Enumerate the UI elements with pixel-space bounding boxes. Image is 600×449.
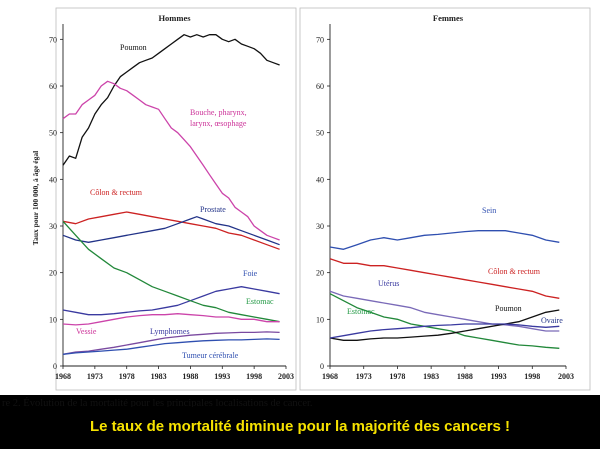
x-tick-label: 1968 (322, 372, 338, 381)
series-label: Foie (243, 269, 258, 278)
footer-band (0, 407, 600, 449)
panel-border (55, 7, 297, 391)
series-label: Prostate (200, 205, 226, 214)
series-label: Côlon & rectum (488, 267, 541, 276)
x-tick-label: 1978 (389, 372, 405, 381)
figure-area: Hommes 0 10 20 30 40 50 60 70 1968 1973 1978 1983 198… (0, 0, 600, 395)
x-tick-label: 1978 (119, 372, 135, 381)
y-axis-label: Taux pour 100 000, à âge égal (31, 151, 40, 245)
x-tick-label: 1988 (457, 372, 473, 381)
y-tick-label: 50 (316, 129, 324, 138)
panel-title: Femmes (433, 13, 464, 23)
x-tick-label: 1993 (491, 372, 507, 381)
y-tick-label: 10 (49, 315, 57, 324)
slide-subtitle: Le taux de mortalité diminue pour la maj… (89, 418, 511, 435)
y-tick-label: 60 (49, 82, 57, 91)
series-line (329, 230, 560, 250)
y-tick-label: 40 (316, 175, 324, 184)
series-label: Estomac (246, 297, 274, 306)
y-tick-label: 70 (316, 35, 324, 44)
series-label: Utérus (378, 279, 399, 288)
series-label: Poumon (495, 304, 522, 313)
x-tick-label: 1973 (356, 372, 372, 381)
x-tick-label: 1998 (524, 372, 540, 381)
series-line (62, 331, 280, 355)
x-tick-label: 1983 (151, 372, 167, 381)
series-label: Sein (482, 206, 496, 215)
series-label: Ovaire (541, 316, 563, 325)
x-tick-label: 1988 (182, 372, 198, 381)
x-tick-label: 1993 (214, 372, 230, 381)
series-label: Vessie (76, 327, 97, 336)
y-tick-label: 40 (49, 175, 57, 184)
series-line (62, 313, 280, 326)
charts-svg: Hommes 0 10 20 30 40 50 60 70 1968 1973 1978 1983 198… (31, 7, 591, 391)
y-tick-label: 60 (316, 82, 324, 91)
x-tick-label: 1983 (423, 372, 439, 381)
series-label: Poumon (120, 43, 147, 52)
series-line (62, 286, 280, 316)
series-label: Lymphomes (150, 327, 190, 336)
y-tick-label: 0 (320, 362, 324, 371)
series-label: Estomac (347, 307, 375, 316)
y-tick-label: 70 (49, 35, 57, 44)
figure-caption: re 2. Évolution de la mortalité pour les… (2, 398, 313, 409)
x-tick-label: 1973 (87, 372, 103, 381)
x-tick-label: 2003 (558, 372, 574, 381)
series-label: Bouche, pharynx, larynx, œsophage (190, 108, 247, 128)
panel-title: Hommes (158, 13, 191, 23)
y-tick-label: 50 (49, 129, 57, 138)
panel-border (299, 7, 591, 391)
series-line (62, 338, 280, 355)
series-line (329, 290, 560, 332)
series-label: Côlon & rectum (90, 188, 143, 197)
series-line (329, 309, 560, 341)
x-tick-label: 1968 (55, 372, 71, 381)
series-line (62, 216, 280, 246)
series-line (329, 293, 560, 349)
y-tick-label: 10 (316, 315, 324, 324)
x-tick-label: 1998 (246, 372, 262, 381)
series-line (62, 220, 280, 323)
series-line (62, 211, 280, 250)
series-label: Tumeur cérébrale (182, 351, 239, 360)
series-line (62, 34, 280, 166)
y-tick-label: 0 (53, 362, 57, 371)
series-line (329, 323, 560, 339)
y-tick-label: 20 (316, 269, 324, 278)
y-tick-label: 30 (316, 222, 324, 231)
x-tick-label: 2003 (278, 372, 294, 381)
series-line (62, 80, 280, 241)
series-line (329, 258, 560, 299)
y-tick-label: 20 (49, 269, 57, 278)
y-tick-label: 30 (49, 222, 57, 231)
